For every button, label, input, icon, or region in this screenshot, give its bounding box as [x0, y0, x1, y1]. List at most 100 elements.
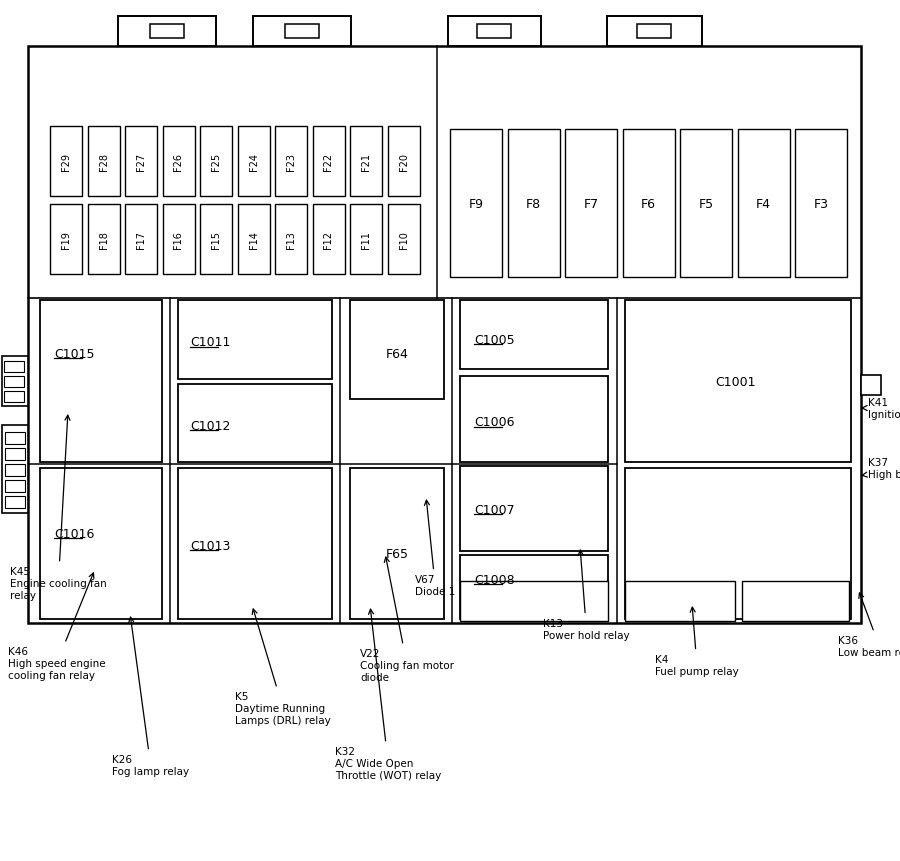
Bar	[118, 17, 216, 47]
Bar	[460, 581, 608, 622]
Bar	[460, 376, 608, 462]
Text: K37
High beam relay: K37 High beam relay	[862, 458, 900, 480]
Text: K26
Fog lamp relay: K26 Fog lamp relay	[112, 617, 189, 776]
Text: F14: F14	[248, 231, 258, 249]
Bar	[795, 130, 847, 278]
Text: F7: F7	[583, 197, 599, 210]
Bar	[178, 300, 332, 380]
Bar	[87, 127, 120, 197]
Bar	[312, 205, 345, 275]
Bar	[350, 127, 382, 197]
Text: F27: F27	[136, 152, 146, 170]
Text: F22: F22	[323, 152, 334, 170]
Bar	[50, 205, 82, 275]
Bar	[460, 300, 608, 369]
Bar	[4, 376, 24, 387]
Text: F26: F26	[174, 152, 184, 170]
Bar	[275, 205, 307, 275]
Text: V67
Diode 1: V67 Diode 1	[415, 500, 455, 596]
Bar	[238, 127, 269, 197]
Text: F4: F4	[756, 197, 771, 210]
Text: F65: F65	[385, 547, 409, 560]
Text: K41
Ignition relay: K41 Ignition relay	[862, 398, 900, 419]
Bar	[625, 581, 735, 622]
Text: F23: F23	[286, 152, 296, 170]
Bar	[450, 130, 502, 278]
Bar	[625, 300, 851, 462]
Text: F64: F64	[385, 348, 409, 361]
Text: C1008: C1008	[474, 573, 515, 585]
Bar	[460, 555, 608, 619]
Bar	[460, 467, 608, 551]
Bar	[125, 127, 157, 197]
Text: C1007: C1007	[474, 503, 515, 516]
Bar	[508, 130, 560, 278]
Bar	[87, 205, 120, 275]
Text: F13: F13	[286, 231, 296, 249]
Bar	[200, 127, 232, 197]
Text: F25: F25	[211, 152, 221, 170]
Bar	[150, 25, 184, 39]
Bar	[4, 392, 24, 403]
Bar	[5, 449, 25, 461]
Bar	[5, 480, 25, 492]
Bar	[178, 468, 332, 619]
Text: F28: F28	[98, 152, 109, 170]
Bar	[5, 432, 25, 444]
Bar	[312, 127, 345, 197]
Bar	[5, 497, 25, 508]
Bar	[40, 468, 162, 619]
Bar	[607, 17, 702, 47]
Bar	[350, 300, 444, 400]
Text: F12: F12	[323, 231, 334, 249]
Text: C1013: C1013	[190, 539, 230, 552]
Bar	[5, 464, 25, 476]
Bar	[178, 385, 332, 462]
Text: K4
Fuel pump relay: K4 Fuel pump relay	[655, 608, 739, 676]
Bar	[477, 25, 511, 39]
Text: F17: F17	[136, 231, 146, 249]
Bar	[2, 356, 28, 406]
Bar	[125, 205, 157, 275]
Text: F6: F6	[641, 197, 656, 210]
Bar	[4, 362, 24, 373]
Bar	[200, 205, 232, 275]
Bar	[448, 17, 541, 47]
Bar	[350, 205, 382, 275]
Text: F19: F19	[61, 231, 71, 249]
Bar	[253, 17, 351, 47]
Text: K36
Low beam relay: K36 Low beam relay	[838, 593, 900, 657]
Bar	[285, 25, 319, 39]
Text: F9: F9	[469, 197, 483, 210]
Text: F10: F10	[399, 231, 409, 249]
Text: F21: F21	[361, 152, 371, 170]
Text: F20: F20	[399, 152, 409, 170]
Bar	[2, 425, 28, 513]
Text: K32
A/C Wide Open
Throttle (WOT) relay: K32 A/C Wide Open Throttle (WOT) relay	[335, 610, 441, 780]
Bar	[680, 130, 732, 278]
Text: C1001: C1001	[716, 375, 756, 388]
Bar	[40, 300, 162, 462]
Bar	[50, 127, 82, 197]
Bar	[742, 581, 849, 622]
Text: C1012: C1012	[190, 419, 230, 432]
Text: K45
Engine cooling fan
relay: K45 Engine cooling fan relay	[10, 416, 107, 600]
Text: C1016: C1016	[54, 527, 94, 540]
Bar	[388, 205, 419, 275]
Text: C1005: C1005	[474, 333, 515, 346]
Text: K5
Daytime Running
Lamps (DRL) relay: K5 Daytime Running Lamps (DRL) relay	[235, 610, 331, 725]
Text: F3: F3	[814, 197, 829, 210]
Text: F11: F11	[361, 231, 371, 249]
Bar	[737, 130, 789, 278]
Bar	[625, 468, 851, 619]
Bar	[163, 127, 194, 197]
Text: F16: F16	[174, 231, 184, 249]
Bar	[861, 375, 881, 395]
Bar	[388, 127, 419, 197]
Bar	[350, 468, 444, 619]
Text: C1011: C1011	[190, 336, 230, 349]
Text: C1015: C1015	[54, 347, 94, 360]
Text: F18: F18	[98, 231, 109, 249]
Bar	[275, 127, 307, 197]
Text: C1006: C1006	[474, 416, 515, 429]
